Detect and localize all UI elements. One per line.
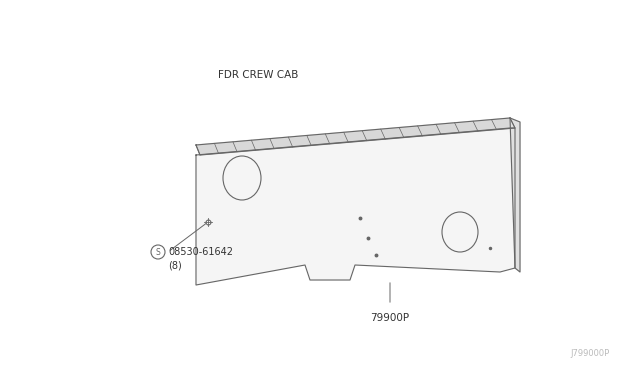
Polygon shape — [196, 128, 515, 285]
Text: 79900P: 79900P — [371, 313, 410, 323]
Text: S: S — [156, 247, 161, 257]
Ellipse shape — [223, 156, 261, 200]
Text: J799000P: J799000P — [571, 349, 610, 358]
Polygon shape — [510, 118, 520, 272]
Text: 08530-61642: 08530-61642 — [168, 247, 233, 257]
Text: (8): (8) — [168, 261, 182, 271]
Ellipse shape — [442, 212, 478, 252]
Polygon shape — [196, 118, 515, 155]
Text: FDR CREW CAB: FDR CREW CAB — [218, 70, 298, 80]
